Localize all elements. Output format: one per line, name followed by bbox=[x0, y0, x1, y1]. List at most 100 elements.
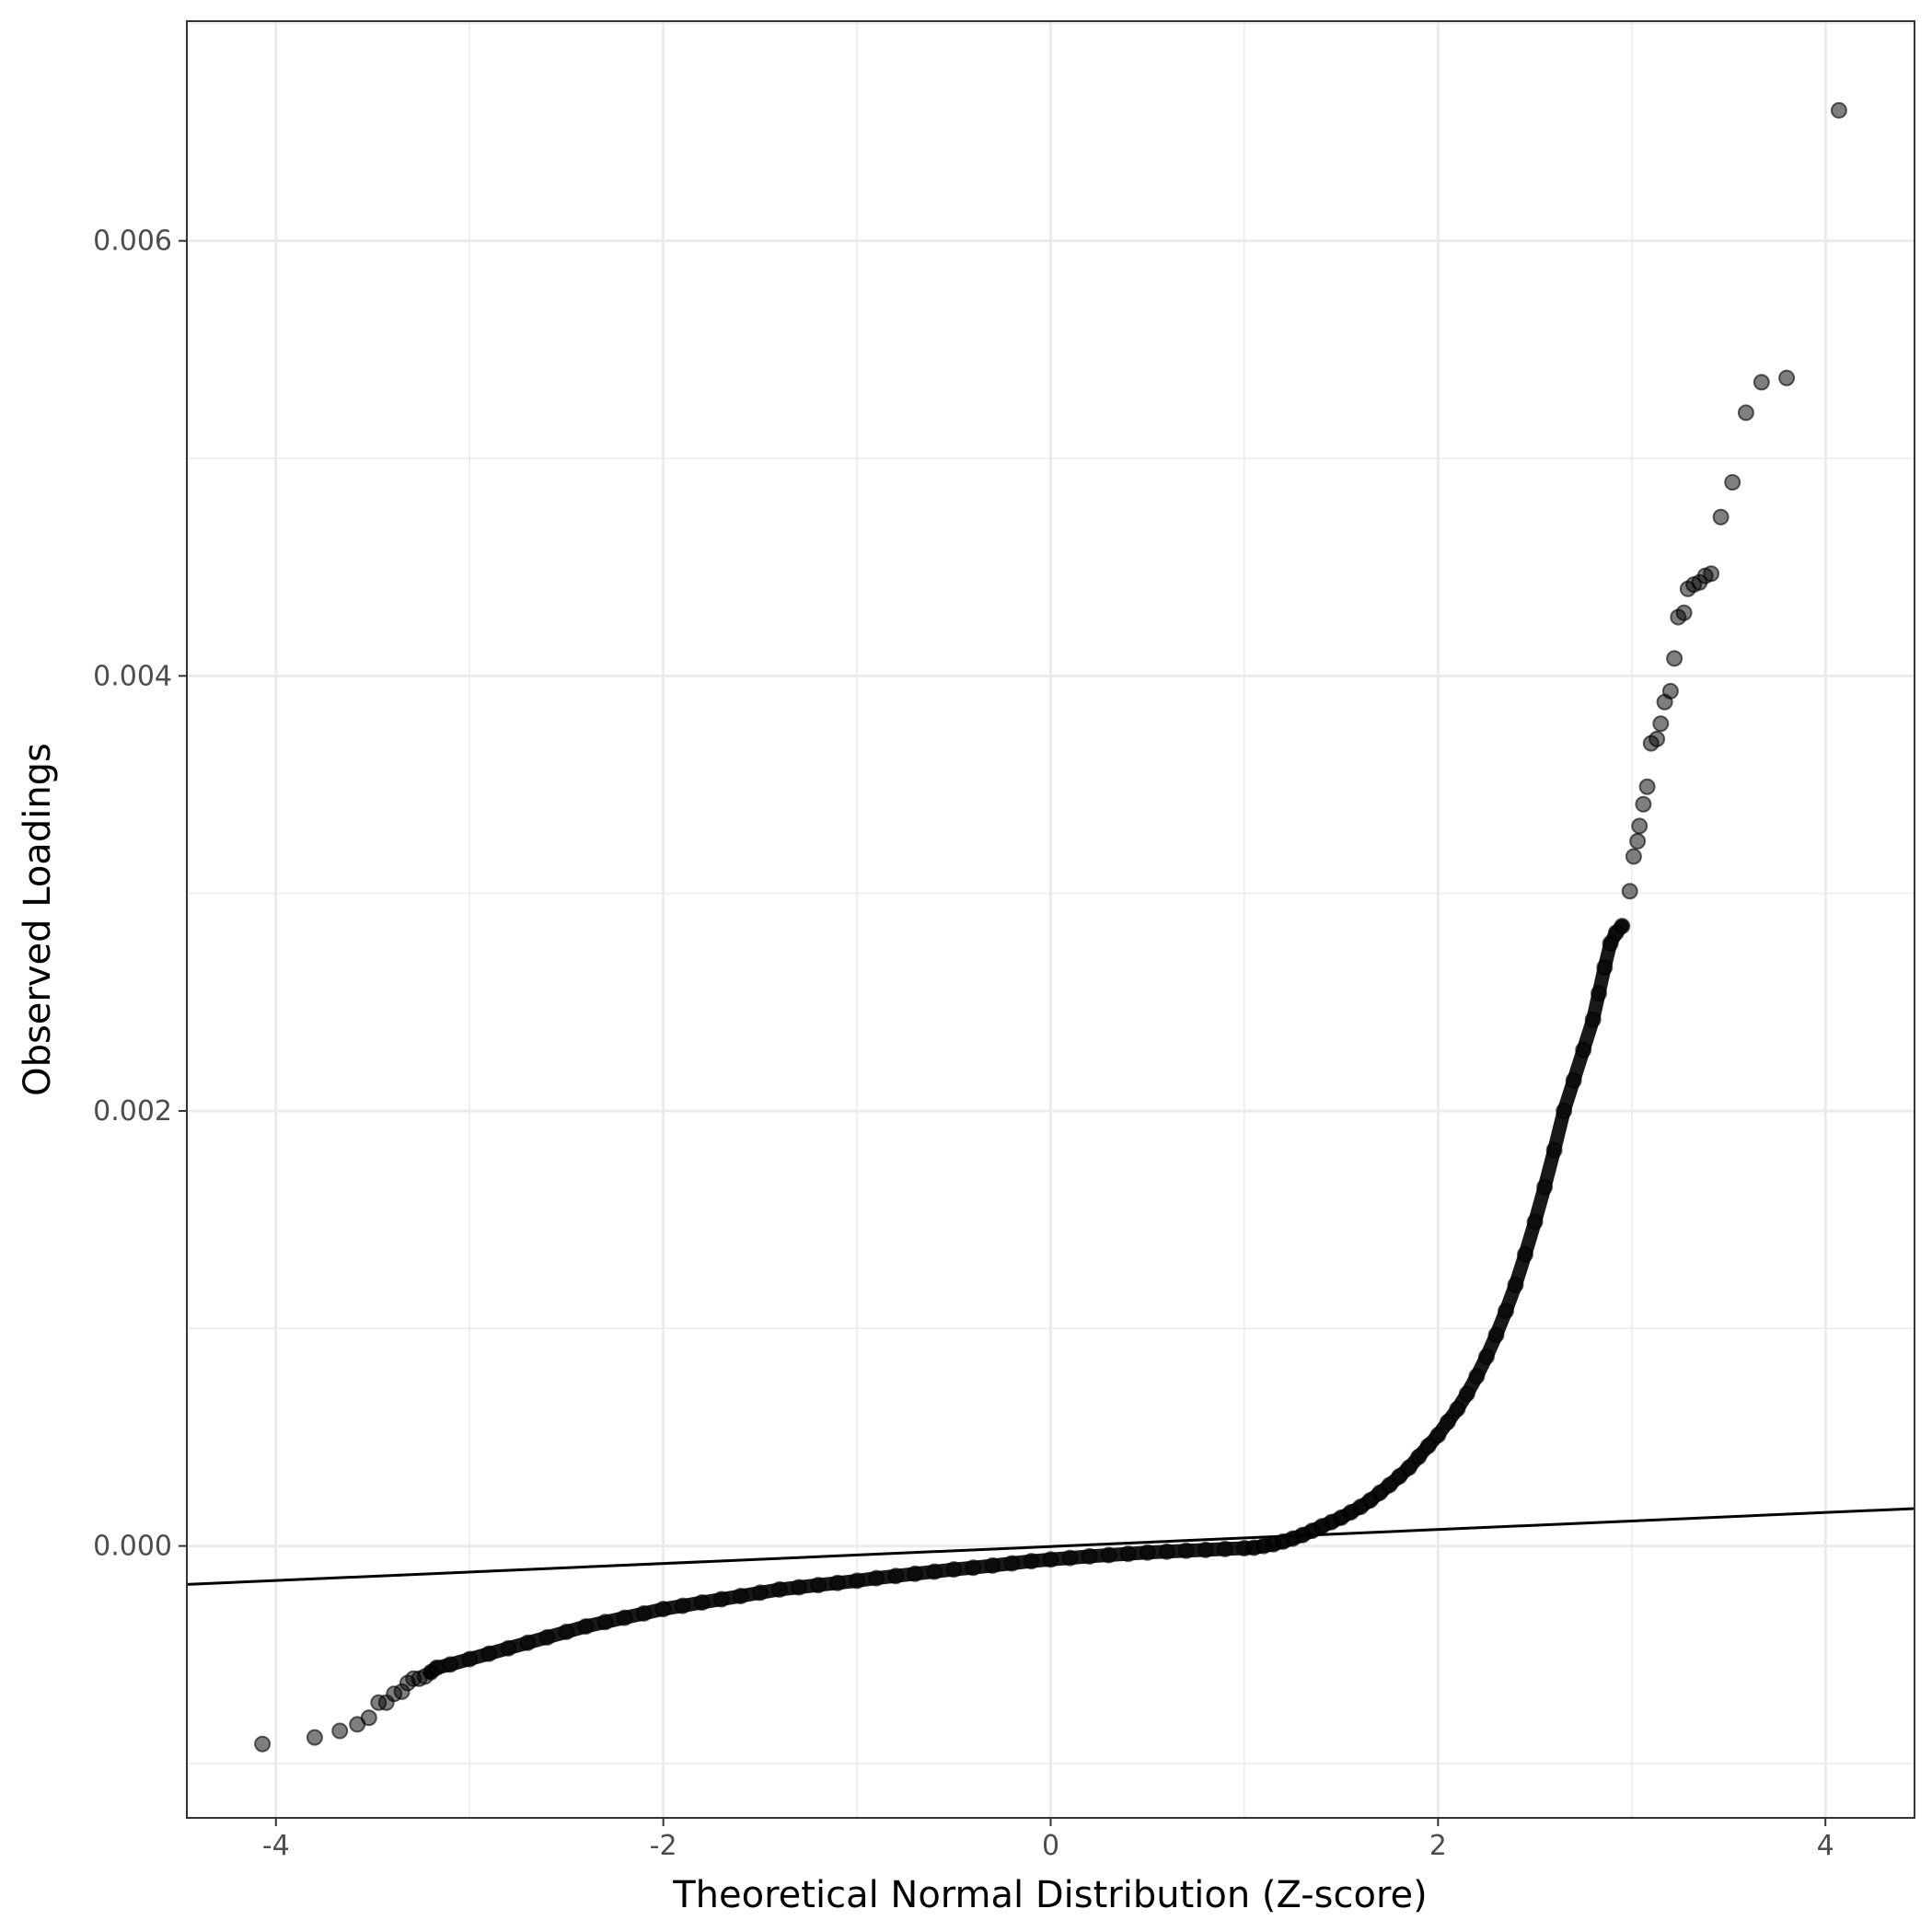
data-point bbox=[1023, 1553, 1040, 1570]
data-point bbox=[926, 1563, 943, 1580]
x-tick-label: -4 bbox=[262, 1830, 290, 1862]
y-axis-ticks: 0.000 0.002 0.004 0.006 bbox=[93, 226, 187, 1563]
data-point bbox=[1737, 404, 1754, 422]
data-point bbox=[1517, 1245, 1533, 1263]
data-point bbox=[1661, 682, 1679, 700]
data-point bbox=[1712, 508, 1730, 526]
data-point bbox=[1635, 795, 1652, 813]
data-point bbox=[1042, 1551, 1059, 1568]
data-point bbox=[331, 1722, 349, 1740]
data-point bbox=[1061, 1549, 1079, 1567]
data-point bbox=[1638, 778, 1656, 795]
data-point bbox=[674, 1597, 691, 1614]
data-point bbox=[1449, 1400, 1466, 1417]
data-point bbox=[1830, 101, 1847, 119]
data-point bbox=[480, 1645, 498, 1662]
data-point bbox=[712, 1591, 730, 1608]
data-point bbox=[1139, 1544, 1156, 1561]
data-point bbox=[868, 1569, 885, 1587]
reference-line bbox=[186, 1507, 1915, 1586]
data-point bbox=[1629, 832, 1647, 850]
data-point bbox=[693, 1594, 711, 1611]
y-axis-title: Observed Loadings bbox=[17, 743, 59, 1096]
data-point bbox=[1507, 1277, 1524, 1293]
data-point bbox=[965, 1559, 982, 1577]
data-point bbox=[790, 1579, 807, 1596]
data-point bbox=[732, 1588, 749, 1604]
data-point bbox=[306, 1729, 323, 1746]
data-point bbox=[1400, 1459, 1417, 1476]
data-point bbox=[1596, 959, 1614, 976]
data-point bbox=[1487, 1326, 1505, 1344]
x-axis-title: Theoretical Normal Distribution (Z-score… bbox=[672, 1874, 1428, 1916]
data-point bbox=[1625, 848, 1642, 865]
data-point bbox=[1556, 1103, 1573, 1119]
y-tick-label: 0.006 bbox=[93, 226, 172, 258]
data-point bbox=[1614, 918, 1631, 935]
data-point bbox=[1631, 817, 1649, 835]
data-point bbox=[1778, 369, 1796, 387]
data-point bbox=[945, 1561, 963, 1579]
y-tick-label: 0.002 bbox=[93, 1095, 172, 1128]
x-tick-label: 4 bbox=[1817, 1830, 1834, 1862]
x-axis-ticks: -4 -2 0 2 4 bbox=[262, 1818, 1834, 1862]
data-point bbox=[428, 1659, 445, 1676]
data-points bbox=[254, 101, 1847, 1753]
data-point bbox=[1666, 650, 1683, 667]
data-point bbox=[1703, 565, 1720, 583]
data-point bbox=[1575, 1041, 1592, 1059]
data-point bbox=[1216, 1540, 1233, 1557]
data-point bbox=[1158, 1543, 1175, 1560]
data-point bbox=[1753, 374, 1770, 391]
data-point bbox=[1100, 1546, 1117, 1564]
data-point bbox=[1478, 1348, 1495, 1365]
data-point bbox=[1724, 474, 1741, 491]
data-point bbox=[751, 1584, 769, 1602]
data-point bbox=[1649, 730, 1666, 747]
data-point bbox=[810, 1577, 827, 1594]
x-tick-label: 2 bbox=[1429, 1830, 1447, 1862]
data-point bbox=[1498, 1302, 1514, 1320]
x-tick-label: 0 bbox=[1042, 1830, 1059, 1862]
data-point bbox=[596, 1614, 614, 1631]
data-point bbox=[1536, 1178, 1554, 1196]
data-point bbox=[577, 1618, 595, 1635]
data-point bbox=[360, 1709, 377, 1727]
data-point bbox=[1545, 1141, 1563, 1159]
data-point bbox=[849, 1572, 866, 1590]
y-tick-label: 0.004 bbox=[93, 660, 172, 692]
data-point bbox=[984, 1556, 1001, 1574]
data-point bbox=[1081, 1547, 1098, 1565]
data-point bbox=[1621, 883, 1638, 900]
data-point bbox=[1652, 715, 1670, 733]
data-point bbox=[254, 1735, 272, 1753]
data-point bbox=[1410, 1448, 1428, 1465]
data-point bbox=[770, 1580, 788, 1598]
data-point bbox=[1468, 1368, 1486, 1385]
data-point bbox=[1675, 604, 1693, 621]
data-point bbox=[558, 1623, 575, 1640]
data-point bbox=[461, 1650, 479, 1668]
data-point bbox=[907, 1565, 924, 1582]
data-point bbox=[442, 1656, 459, 1673]
data-point bbox=[1119, 1545, 1137, 1563]
data-point bbox=[1429, 1427, 1447, 1444]
data-point bbox=[1197, 1541, 1214, 1558]
reference-line-layer bbox=[186, 1507, 1915, 1586]
data-point bbox=[1003, 1555, 1021, 1572]
data-point bbox=[1584, 1011, 1602, 1028]
data-point bbox=[1565, 1071, 1582, 1089]
data-point bbox=[519, 1634, 537, 1651]
x-tick-label: -2 bbox=[650, 1830, 677, 1862]
data-point bbox=[654, 1601, 672, 1618]
data-point bbox=[1419, 1437, 1437, 1454]
y-tick-label: 0.000 bbox=[93, 1531, 172, 1563]
data-point bbox=[1439, 1413, 1456, 1430]
data-point bbox=[635, 1604, 653, 1622]
data-point bbox=[500, 1639, 517, 1657]
data-point bbox=[616, 1609, 633, 1626]
data-point bbox=[1526, 1213, 1544, 1231]
data-point bbox=[829, 1574, 846, 1591]
data-point bbox=[887, 1568, 905, 1585]
